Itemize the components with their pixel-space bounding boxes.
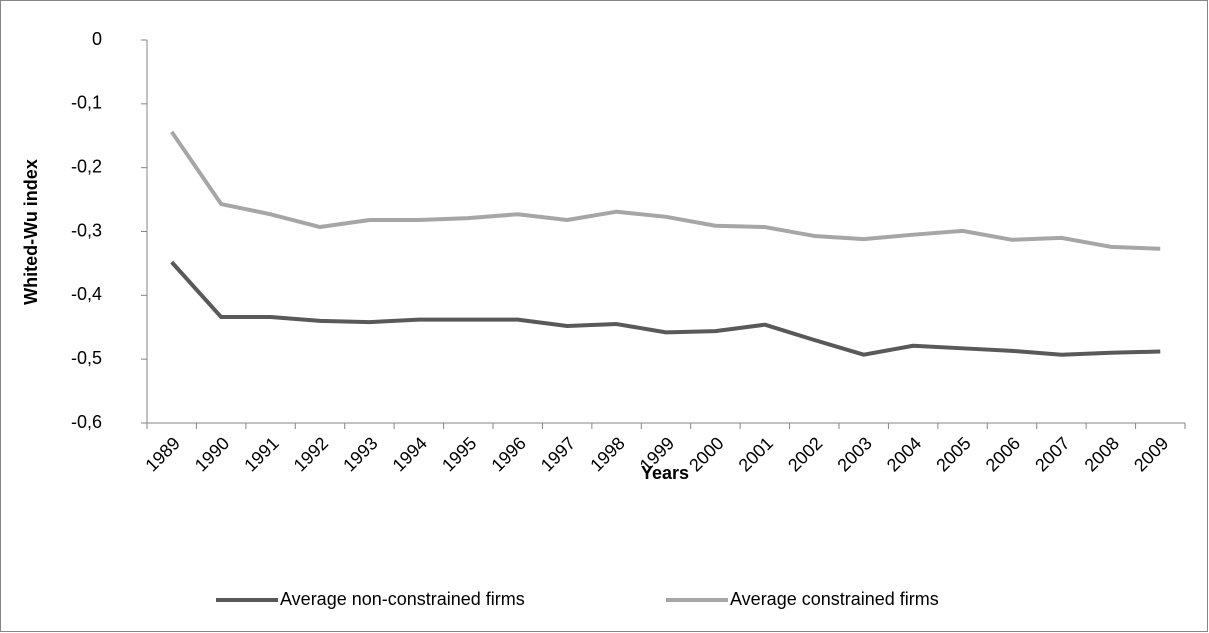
y-tick-label: -0,2 — [71, 156, 102, 176]
y-tick-label: -0,6 — [71, 412, 102, 432]
y-tick-label: -0,3 — [71, 220, 102, 240]
legend-label: Average constrained firms — [730, 589, 939, 609]
y-tick-label: -0,1 — [71, 93, 102, 113]
y-tick-label: -0,5 — [71, 348, 102, 368]
legend-label: Average non-constrained firms — [280, 589, 525, 609]
series-line — [170, 260, 1161, 357]
y-tick-label: -0,4 — [71, 284, 102, 304]
y-axis-title: Whited-Wu index — [21, 159, 41, 305]
y-tick-label: 0 — [92, 29, 102, 49]
x-axis-title: Years — [641, 463, 689, 483]
series-line — [170, 130, 1161, 251]
